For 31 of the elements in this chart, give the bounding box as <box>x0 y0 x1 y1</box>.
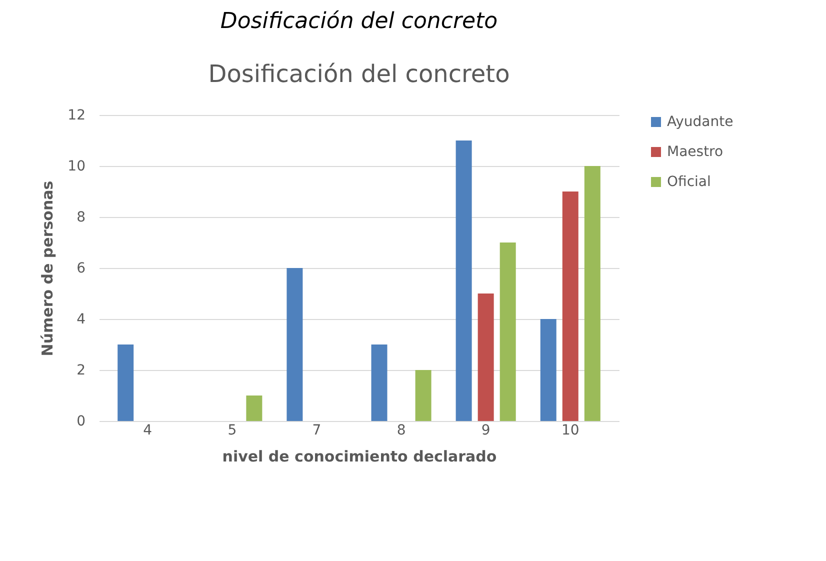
bar <box>562 192 578 421</box>
y-tick-label: 8 <box>76 210 86 226</box>
bar <box>456 140 472 421</box>
y-tick-label: 6 <box>76 260 86 276</box>
y-tick-label: 0 <box>76 414 86 430</box>
y-tick-label: 4 <box>76 312 86 328</box>
legend-label: Oficial <box>667 174 711 190</box>
bar <box>478 294 494 421</box>
legend-label: Ayudante <box>667 114 734 130</box>
y-tick-label: 10 <box>68 158 86 174</box>
x-tick-label: 7 <box>312 422 322 438</box>
x-tick-label: 8 <box>396 422 406 438</box>
bar <box>500 242 516 421</box>
x-tick-label: 9 <box>481 422 490 438</box>
x-tick-label: 10 <box>561 422 580 438</box>
legend-label: Maestro <box>667 144 724 160</box>
bar <box>246 396 262 421</box>
chart-title: Dosificación del concreto <box>220 9 498 34</box>
bar <box>584 166 600 421</box>
y-axis-title: Número de personas <box>38 180 57 356</box>
y-tick-label: 12 <box>68 108 86 124</box>
bar <box>415 370 432 421</box>
x-tick-label: 5 <box>228 422 237 438</box>
x-axis-title: nivel de conocimiento declarado <box>222 448 497 466</box>
y-tick-label: 2 <box>76 362 86 378</box>
bar <box>371 344 388 421</box>
bar <box>118 344 134 421</box>
bar <box>286 268 303 421</box>
chart-subtitle: Dosificación del concreto <box>208 60 510 88</box>
x-tick-label: 4 <box>143 422 152 438</box>
bar <box>540 319 556 421</box>
